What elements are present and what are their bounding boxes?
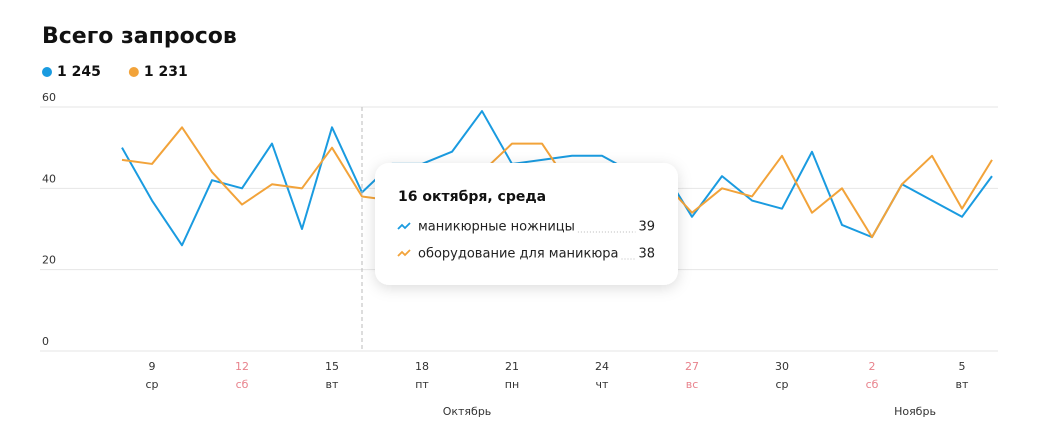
x-weekday-label: сб [866, 378, 879, 391]
tooltip-series-name: оборудование для маникюра [418, 247, 619, 262]
x-weekday-label: ср [775, 378, 788, 391]
series-line [121, 110, 993, 247]
y-tick-label: 20 [42, 254, 56, 267]
y-tick-label: 40 [42, 172, 56, 185]
legend-marker [128, 67, 139, 77]
tooltip-value: 39 [638, 220, 655, 235]
plot: 0 20 40 60 9 ср 12 сб 15 вт 18 пт 21 пн 24 чт 27 вс 30 ср 2 с… [40, 91, 998, 418]
legend-total: 1 231 [144, 64, 188, 80]
legend-marker [42, 67, 52, 77]
x-tick-label: 18 [415, 360, 429, 373]
x-weekday-label: пт [415, 378, 429, 391]
x-weekday-label: ср [145, 378, 158, 391]
y-tick-label: 60 [42, 91, 56, 104]
tooltip-value: 38 [638, 247, 655, 262]
chart-title: Всего запросов [42, 24, 237, 49]
x-tick-label: 21 [505, 360, 519, 373]
legend-total: 1 245 [57, 64, 101, 80]
x-weekday-label: вт [956, 378, 969, 391]
tooltip-icon [397, 222, 411, 230]
x-weekday-label: сб [236, 378, 249, 391]
x-weekday-label: вт [326, 378, 339, 391]
tooltip: 16 октября, среда маникюрные ножницы 39 об… [375, 163, 678, 285]
x-tick-label: 2 [869, 360, 876, 373]
x-tick-label: 27 [685, 360, 699, 373]
x-tick-label: 9 [149, 360, 156, 373]
x-tick-label: 12 [235, 360, 249, 373]
x-tick-label: 15 [325, 360, 339, 373]
x-weekday-label: чт [596, 378, 609, 391]
x-tick-label: 24 [595, 360, 609, 373]
month-label: Ноябрь [894, 405, 936, 418]
x-tick-label: 5 [959, 360, 966, 373]
x-tick-label: 30 [775, 360, 789, 373]
month-label: Октябрь [443, 405, 492, 418]
y-tick-label: 0 [42, 335, 49, 348]
tooltip-icon [397, 249, 411, 257]
tooltip-series-name: маникюрные ножницы [418, 220, 575, 235]
x-weekday-label: вс [686, 378, 699, 391]
tooltip-box [375, 163, 678, 285]
tooltip-title: 16 октября, среда [398, 189, 546, 205]
x-weekday-label: пн [505, 378, 519, 391]
